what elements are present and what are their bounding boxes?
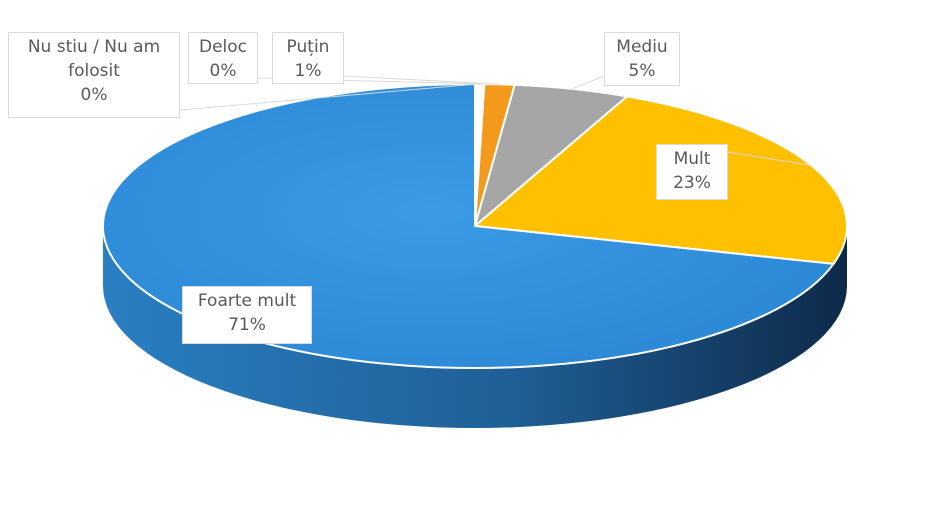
slice-percent-putin: 1% [294,61,322,81]
slice-percent-mult: 23% [673,173,711,193]
slice-label-nu-stiu-line2: folosit [68,61,120,81]
leader-lines [178,75,812,321]
slice-percent-deloc: 0% [209,61,237,81]
slice-label-deloc-text: Deloc [198,37,248,57]
slice-label-putin-text: Puțin [286,37,330,57]
slice-label-putin: Puțin 1% [272,32,344,84]
slice-percent-foarte-mult: 71% [228,315,266,335]
slice-label-deloc: Deloc 0% [188,32,258,84]
slice-label-mediu: Mediu 5% [604,32,680,86]
slice-label-mult: Mult 23% [656,144,728,200]
slice-label-foarte-mult-text: Foarte mult [197,291,297,311]
slice-percent-mediu: 5% [628,61,656,81]
slice-label-mult-text: Mult [673,149,711,169]
leader-line-mult [727,151,812,167]
leader-line-nu-stiu [179,83,478,111]
leader-line-putin [343,75,500,85]
pie-side-foarte-mult [103,226,847,428]
slice-label-mediu-text: Mediu [616,37,668,57]
slice-label-nu-stiu-line1: Nu stiu / Nu am [27,37,161,57]
slice-percent-nu-stiu: 0% [80,85,108,105]
slice-label-foarte-mult: Foarte mult 71% [182,286,312,344]
pie-side-wall [103,226,847,428]
slice-label-nu-stiu: Nu stiu / Nu am folosit 0% [8,32,180,118]
leader-line-mediu [571,75,605,90]
